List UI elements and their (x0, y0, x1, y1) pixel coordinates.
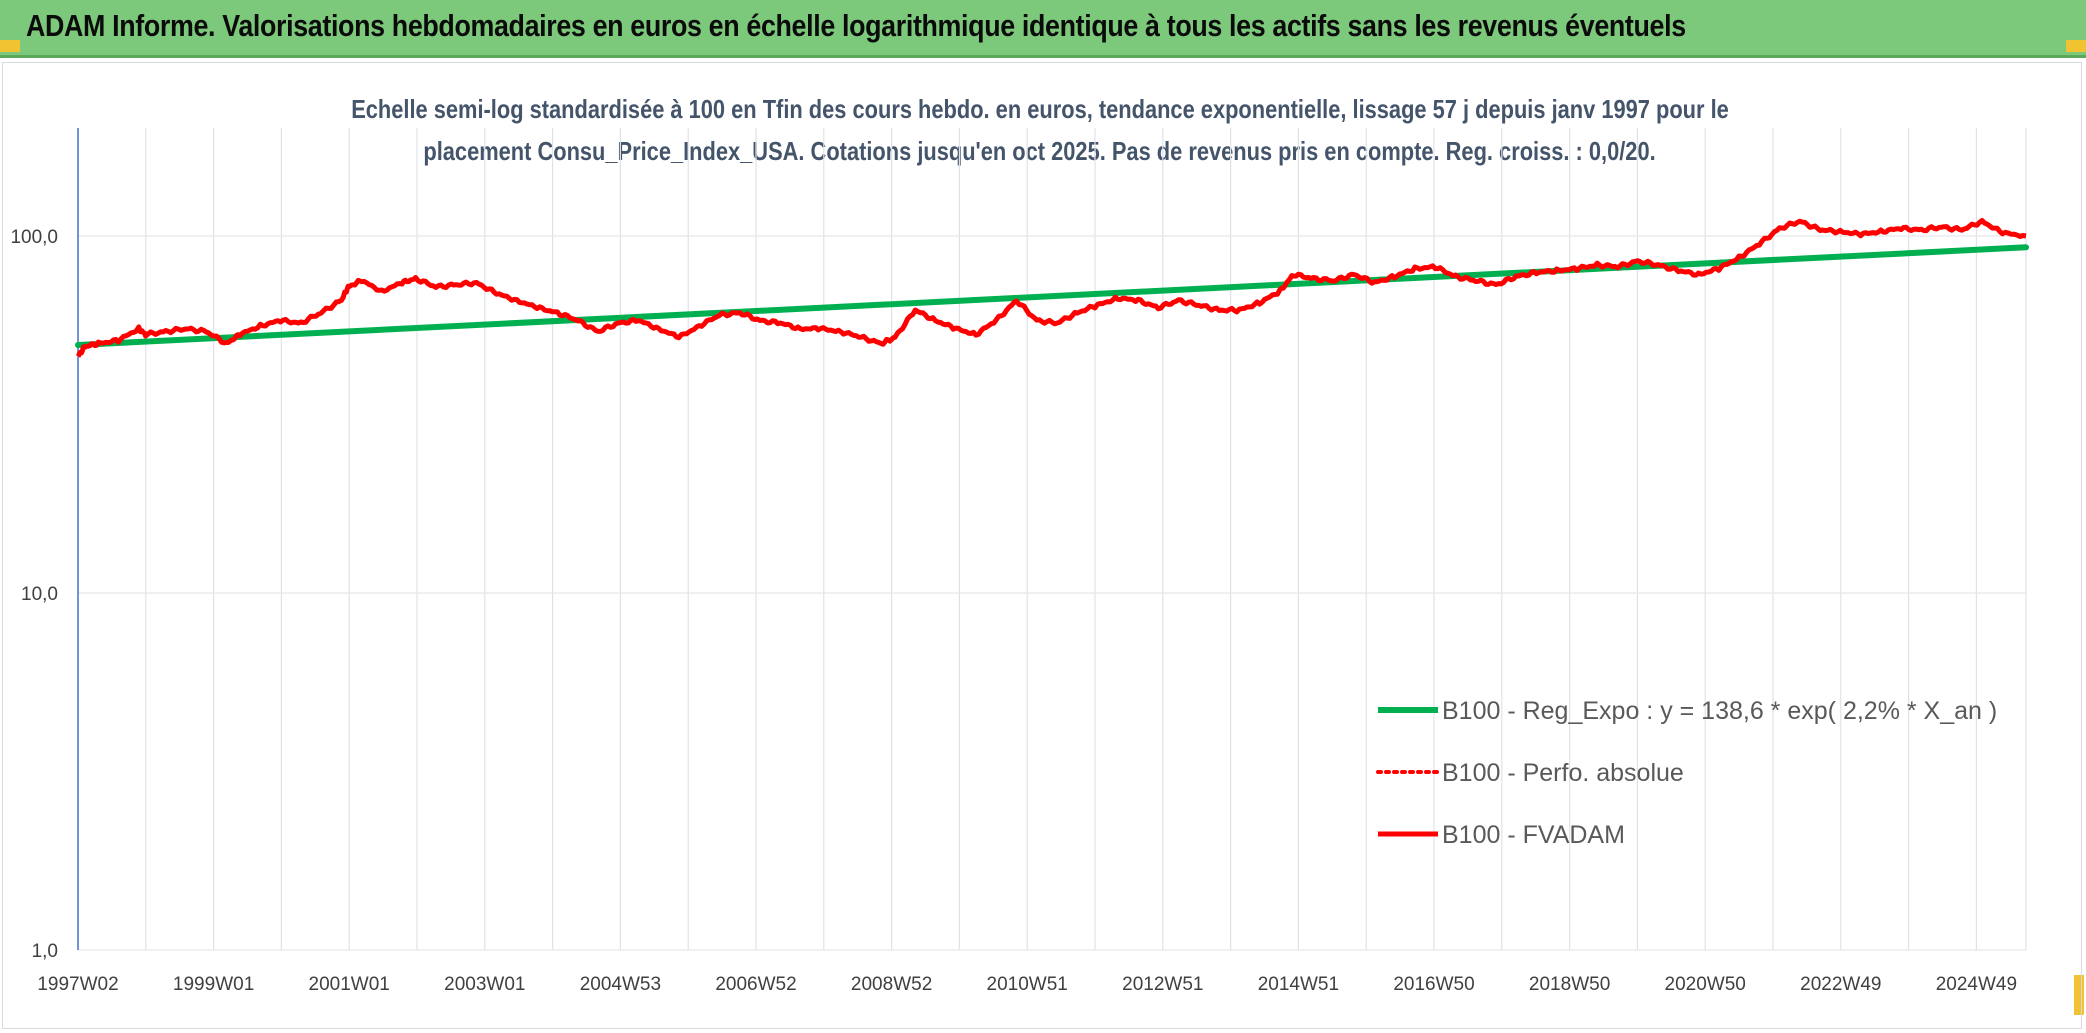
x-tick-label: 2018W50 (1529, 974, 1610, 995)
chart-frame (2, 62, 2082, 1029)
y-tick-label: 1,0 (32, 941, 58, 962)
chart-title-line-2: placement Consu_Price_Index_USA. Cotatio… (423, 136, 1657, 166)
y-tick-label: 100,0 (10, 227, 58, 248)
series-line-fvadam (75, 218, 2027, 358)
legend-label: B100 - Reg_Expo : y = 138,6 * exp( 2,2% … (1442, 697, 1997, 725)
x-tick-label: 2006W52 (715, 974, 796, 995)
x-tick-label: 2020W50 (1665, 974, 1746, 995)
x-tick-label: 1997W02 (37, 974, 118, 995)
chart-title-line-1: Echelle semi-log standardisée à 100 en T… (351, 94, 1729, 124)
x-tick-label: 2016W50 (1393, 974, 1474, 995)
header-banner: ADAM Informe. Valorisations hebdomadaire… (0, 0, 2086, 58)
x-tick-label: 2022W49 (1800, 974, 1881, 995)
legend-label: B100 - FVADAM (1442, 821, 1625, 849)
x-tick-label: 2003W01 (444, 974, 525, 995)
chart-title: Echelle semi-log standardisée à 100 en T… (140, 88, 1940, 172)
x-tick-label: 2001W01 (309, 974, 390, 995)
x-tick-label: 2010W51 (987, 974, 1068, 995)
legend-label: B100 - Perfo. absolue (1442, 759, 1684, 787)
x-tick-label: 2024W49 (1936, 974, 2017, 995)
x-tick-label: 1999W01 (173, 974, 254, 995)
x-tick-label: 2012W51 (1122, 974, 1203, 995)
corner-marker-top-right (2066, 40, 2086, 52)
report-title: ADAM Informe. Valorisations hebdomadaire… (26, 8, 1686, 43)
series-line-regression (75, 244, 2029, 348)
corner-marker-bottom-right (2074, 975, 2084, 1015)
x-tick-label: 2008W52 (851, 974, 932, 995)
x-tick-label: 2014W51 (1258, 974, 1339, 995)
y-tick-label: 10,0 (21, 584, 58, 605)
x-tick-label: 2004W53 (580, 974, 661, 995)
corner-marker-top-left (0, 40, 20, 52)
